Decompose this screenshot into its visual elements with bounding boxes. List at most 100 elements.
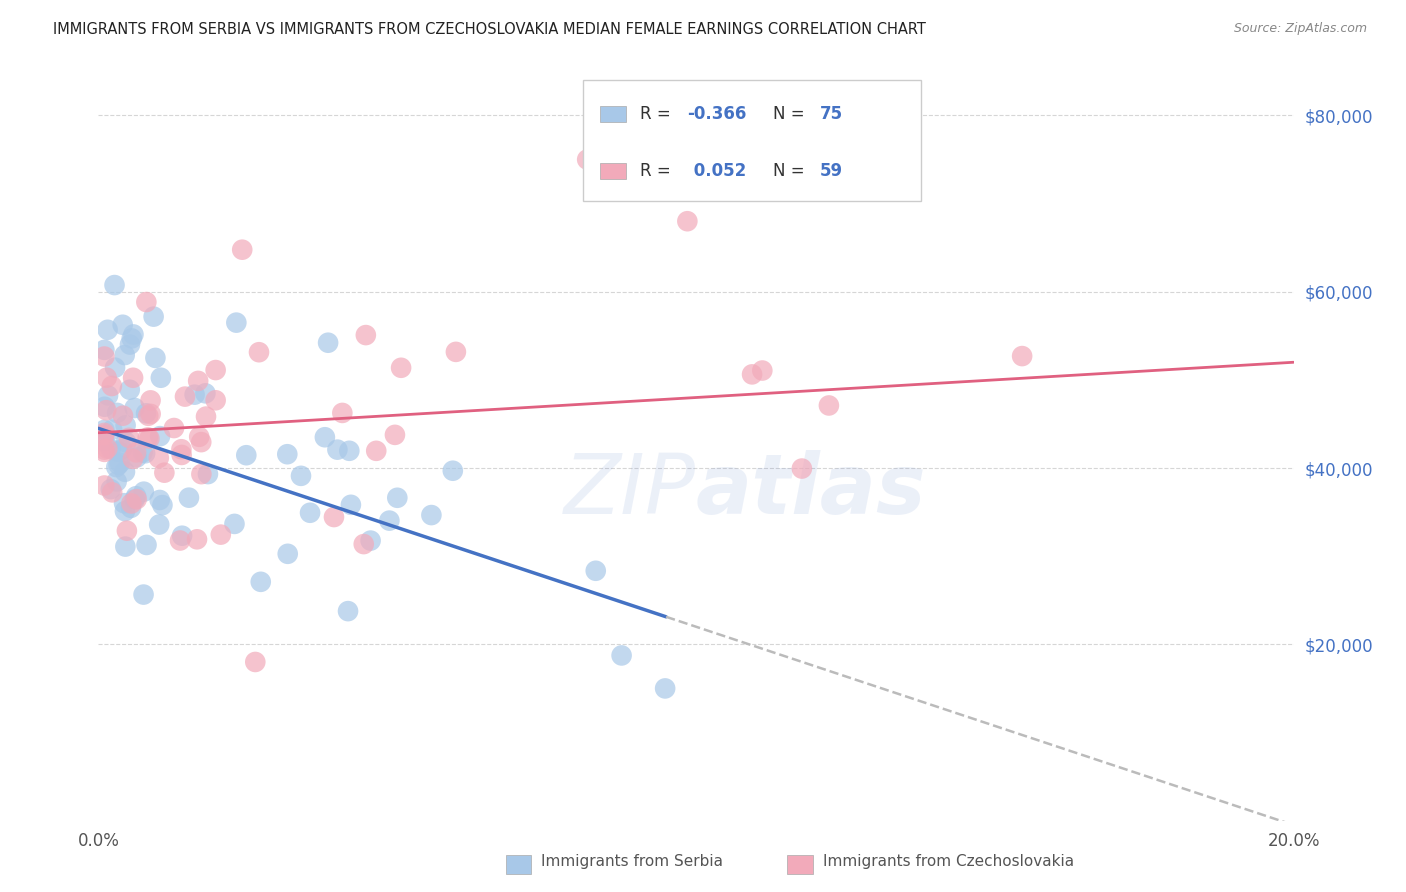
Point bbox=[93, 400, 115, 414]
Point bbox=[576, 153, 599, 167]
Point bbox=[420, 508, 443, 522]
Text: R =: R = bbox=[640, 105, 676, 123]
Point bbox=[387, 491, 409, 505]
Point bbox=[1011, 349, 1033, 363]
Point bbox=[290, 468, 312, 483]
Point bbox=[135, 406, 157, 420]
Text: N =: N = bbox=[773, 105, 810, 123]
Point bbox=[122, 451, 145, 466]
Point bbox=[314, 430, 336, 444]
Point bbox=[145, 351, 167, 365]
Point bbox=[105, 475, 128, 489]
Point bbox=[125, 489, 148, 503]
Text: Immigrants from Serbia: Immigrants from Serbia bbox=[541, 855, 723, 869]
Point bbox=[100, 442, 122, 456]
Point bbox=[93, 350, 115, 364]
Text: Source: ZipAtlas.com: Source: ZipAtlas.com bbox=[1233, 22, 1367, 36]
Point bbox=[170, 442, 193, 457]
Point bbox=[136, 409, 159, 423]
Point bbox=[139, 393, 162, 408]
Point bbox=[276, 447, 298, 461]
Point bbox=[204, 363, 226, 377]
Point bbox=[93, 445, 115, 459]
Point bbox=[299, 506, 322, 520]
Point bbox=[172, 529, 194, 543]
Point bbox=[96, 403, 118, 417]
Text: 59: 59 bbox=[820, 161, 842, 179]
Point bbox=[121, 331, 143, 345]
Point bbox=[118, 383, 141, 397]
Point bbox=[131, 445, 153, 459]
Point bbox=[247, 345, 270, 359]
Point bbox=[148, 450, 170, 465]
Point bbox=[135, 538, 157, 552]
Point bbox=[114, 540, 136, 554]
Text: 0.052: 0.052 bbox=[688, 161, 745, 179]
Point bbox=[818, 399, 841, 413]
Point bbox=[163, 421, 186, 435]
Point bbox=[610, 648, 633, 663]
Point bbox=[149, 493, 172, 508]
Point bbox=[790, 461, 813, 475]
Point bbox=[187, 374, 209, 388]
Point bbox=[204, 393, 226, 408]
Text: Immigrants from Czechoslovakia: Immigrants from Czechoslovakia bbox=[823, 855, 1074, 869]
Point bbox=[340, 498, 363, 512]
Point bbox=[125, 450, 148, 465]
Point bbox=[93, 427, 115, 442]
Text: -0.366: -0.366 bbox=[688, 105, 747, 123]
Point bbox=[124, 492, 146, 507]
Point bbox=[114, 504, 136, 518]
Point bbox=[142, 310, 165, 324]
Point bbox=[114, 465, 136, 479]
Point bbox=[170, 448, 193, 462]
Point bbox=[120, 496, 142, 510]
Point bbox=[115, 435, 138, 450]
Point bbox=[114, 348, 136, 362]
Point bbox=[676, 214, 699, 228]
Point bbox=[235, 448, 257, 462]
Point bbox=[111, 442, 134, 456]
Point bbox=[330, 406, 353, 420]
Point bbox=[741, 368, 763, 382]
Point bbox=[132, 484, 155, 499]
Point bbox=[93, 343, 115, 357]
Point bbox=[231, 243, 253, 257]
Point bbox=[751, 363, 773, 377]
Text: 75: 75 bbox=[820, 105, 842, 123]
Point bbox=[444, 344, 467, 359]
Point bbox=[105, 460, 128, 475]
Point bbox=[125, 492, 148, 507]
Point bbox=[135, 295, 157, 310]
Point bbox=[105, 406, 128, 420]
Text: N =: N = bbox=[773, 161, 810, 179]
Point bbox=[93, 434, 115, 449]
Point bbox=[245, 655, 267, 669]
Point bbox=[114, 418, 136, 433]
Text: IMMIGRANTS FROM SERBIA VS IMMIGRANTS FROM CZECHOSLOVAKIA MEDIAN FEMALE EARNINGS : IMMIGRANTS FROM SERBIA VS IMMIGRANTS FRO… bbox=[53, 22, 927, 37]
Point bbox=[152, 498, 174, 512]
Point bbox=[101, 485, 124, 500]
Point bbox=[118, 431, 141, 445]
Point bbox=[139, 407, 162, 421]
Point bbox=[190, 435, 212, 450]
Point bbox=[149, 370, 172, 384]
Point bbox=[103, 278, 125, 293]
Point bbox=[384, 428, 406, 442]
Point bbox=[136, 430, 159, 444]
Point bbox=[378, 514, 401, 528]
Point bbox=[277, 547, 299, 561]
Point bbox=[225, 316, 247, 330]
Point bbox=[323, 510, 346, 524]
Point bbox=[177, 491, 200, 505]
Point bbox=[132, 588, 155, 602]
Point bbox=[149, 429, 172, 443]
Text: ZIP: ZIP bbox=[564, 450, 696, 532]
Point bbox=[134, 446, 156, 460]
Point bbox=[124, 401, 146, 415]
Point bbox=[93, 423, 115, 437]
Point bbox=[190, 467, 212, 482]
Text: R =: R = bbox=[640, 161, 676, 179]
Point bbox=[654, 681, 676, 696]
Point bbox=[389, 360, 412, 375]
